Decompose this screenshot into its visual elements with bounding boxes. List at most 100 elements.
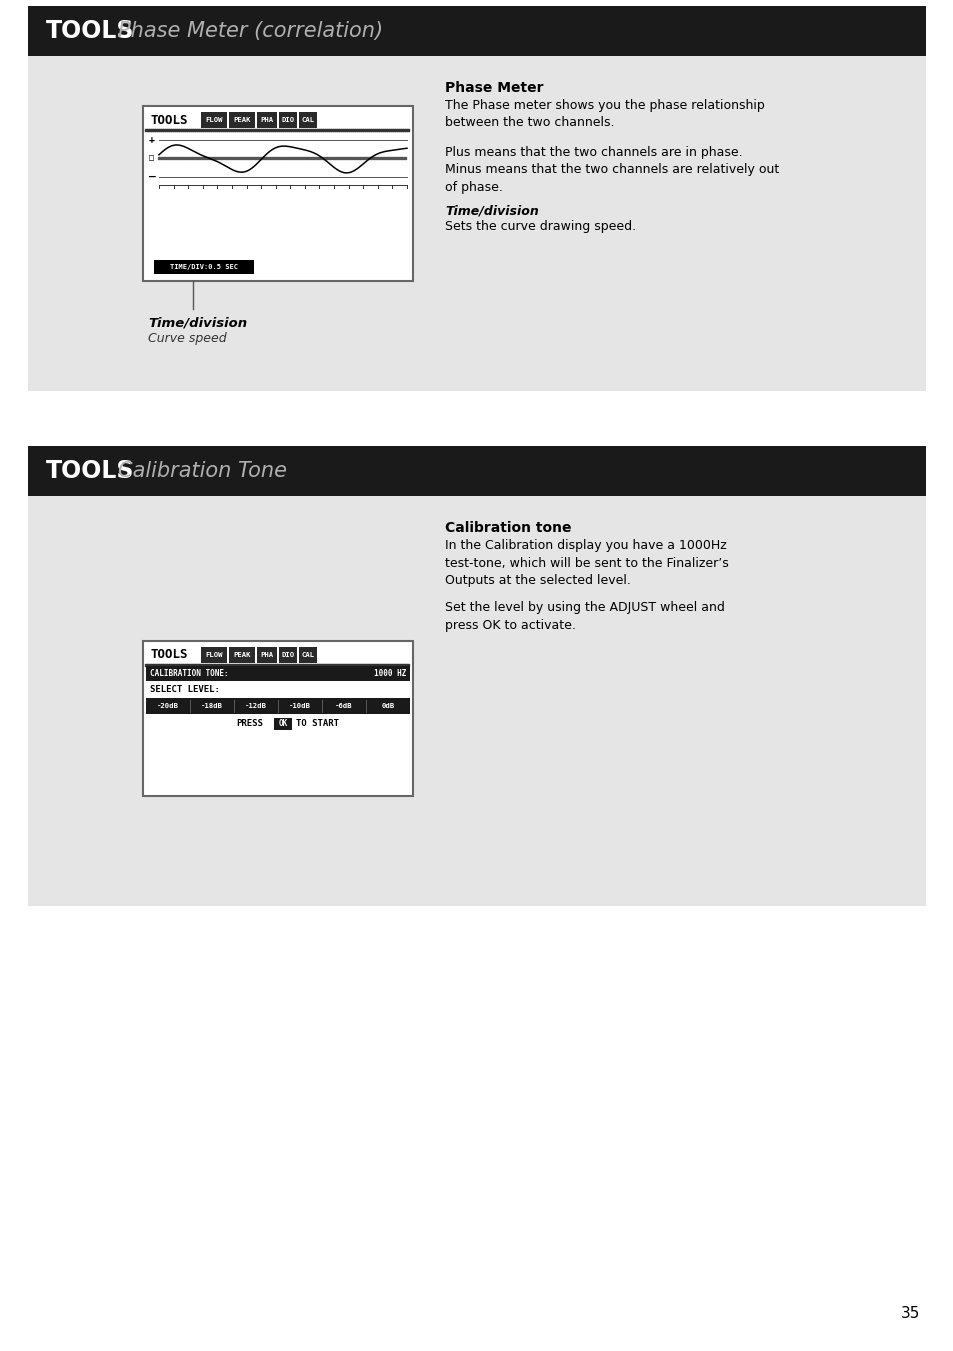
Point [307, 147, 322, 169]
Point [294, 119, 310, 141]
Point [213, 654, 228, 676]
Point [233, 119, 248, 141]
Point [254, 654, 270, 676]
Point [187, 147, 202, 169]
Point [254, 119, 270, 141]
Point [288, 119, 303, 141]
Point [336, 654, 352, 676]
Point [262, 654, 277, 676]
Text: OK: OK [278, 719, 287, 728]
Point [164, 119, 179, 141]
Point [262, 147, 277, 169]
Point [304, 119, 319, 141]
Point [174, 654, 190, 676]
Point [330, 119, 345, 141]
Point [151, 654, 166, 676]
Point [382, 147, 397, 169]
Point [394, 119, 409, 141]
Point [202, 654, 217, 676]
Text: TOOLS: TOOLS [46, 459, 134, 484]
Text: The Phase meter shows you the phase relationship
between the two channels.: The Phase meter shows you the phase rela… [444, 99, 764, 130]
Point [156, 654, 172, 676]
Point [198, 654, 213, 676]
Point [342, 119, 357, 141]
Point [373, 147, 388, 169]
Point [286, 119, 301, 141]
Text: PEAK: PEAK [233, 653, 251, 658]
Bar [201, 112, 227, 128]
Point [364, 147, 379, 169]
Point [386, 119, 401, 141]
Point [382, 119, 397, 141]
Point [320, 119, 335, 141]
Bar [298, 112, 316, 128]
Point [262, 119, 277, 141]
Point [247, 147, 262, 169]
Point [348, 119, 363, 141]
Point [296, 654, 312, 676]
Point [224, 654, 239, 676]
Point [313, 147, 328, 169]
Point [211, 654, 226, 676]
Point [376, 147, 392, 169]
Point [304, 147, 319, 169]
Point [244, 147, 259, 169]
Point [356, 119, 372, 141]
Point [322, 654, 337, 676]
Point [364, 654, 379, 676]
Text: 35: 35 [900, 1305, 919, 1320]
Point [376, 654, 392, 676]
Point [330, 654, 345, 676]
Point [340, 147, 355, 169]
Point [259, 147, 274, 169]
Point [295, 147, 311, 169]
Point [288, 654, 303, 676]
Point [370, 119, 385, 141]
Point [316, 654, 332, 676]
Point [144, 119, 159, 141]
Point [171, 119, 186, 141]
Point [184, 119, 199, 141]
Point [162, 119, 177, 141]
Point [378, 654, 394, 676]
Bar [278, 647, 296, 663]
Point [308, 119, 323, 141]
Point [310, 119, 325, 141]
Point [258, 654, 274, 676]
Point [256, 119, 272, 141]
Point [240, 119, 255, 141]
Point [268, 654, 283, 676]
Point [280, 654, 295, 676]
Point [214, 147, 230, 169]
Point [343, 147, 358, 169]
Text: 0dB: 0dB [381, 703, 395, 709]
Point [242, 119, 257, 141]
Text: Phase Meter: Phase Meter [444, 81, 543, 95]
Point [326, 654, 341, 676]
Point [286, 654, 301, 676]
Point [253, 119, 268, 141]
Point [178, 147, 193, 169]
Point [322, 119, 337, 141]
Point [172, 119, 188, 141]
Point [354, 119, 369, 141]
Text: Set the level by using the ADJUST wheel and
press OK to activate.: Set the level by using the ADJUST wheel … [444, 601, 724, 631]
Point [324, 119, 339, 141]
Point [360, 654, 375, 676]
Text: CAL: CAL [301, 653, 314, 658]
Text: PHA: PHA [260, 653, 274, 658]
Point [318, 119, 334, 141]
Point [223, 147, 238, 169]
Point [292, 147, 307, 169]
Bar [143, 105, 413, 281]
Point [360, 119, 375, 141]
Point [354, 654, 369, 676]
Point [348, 654, 363, 676]
Point [332, 119, 347, 141]
Text: DIO: DIO [281, 118, 294, 123]
Point [226, 147, 241, 169]
Bar [28, 55, 925, 390]
Point [216, 654, 232, 676]
Point [268, 119, 283, 141]
Point [270, 119, 285, 141]
